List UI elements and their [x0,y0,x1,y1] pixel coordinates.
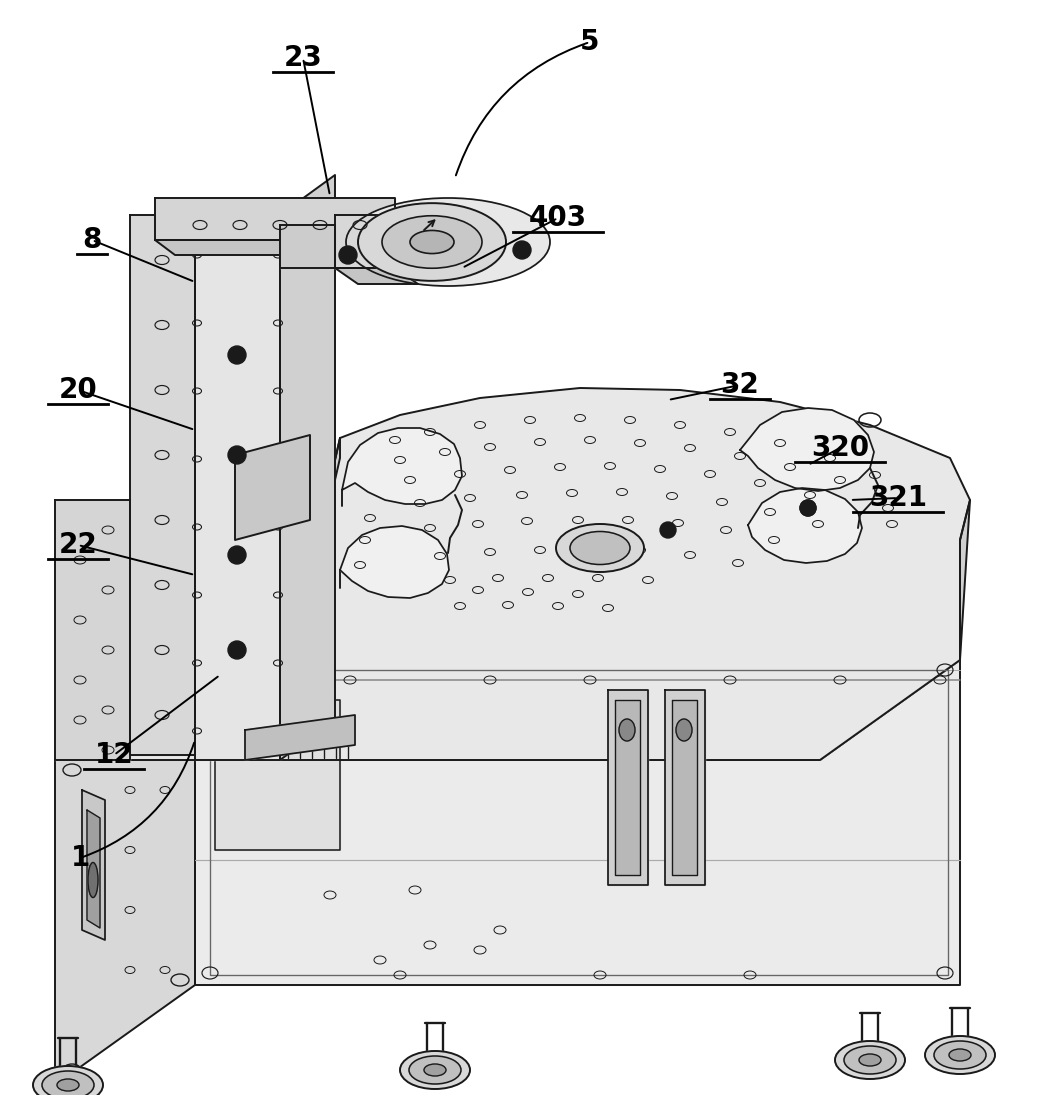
Polygon shape [155,240,414,255]
Polygon shape [235,435,310,540]
Text: 32: 32 [721,371,760,399]
Polygon shape [215,700,340,850]
Polygon shape [672,700,697,875]
Polygon shape [245,715,355,760]
Polygon shape [82,789,105,940]
Polygon shape [335,215,394,268]
Ellipse shape [358,204,506,280]
Circle shape [228,546,246,564]
Polygon shape [55,500,130,760]
Polygon shape [960,500,970,660]
Circle shape [800,500,816,516]
Ellipse shape [676,719,692,741]
Polygon shape [340,526,449,598]
Ellipse shape [949,1049,971,1061]
Text: 23: 23 [284,44,322,72]
Ellipse shape [844,1046,896,1074]
Ellipse shape [33,1067,103,1095]
Ellipse shape [934,1041,986,1069]
Ellipse shape [835,1041,905,1079]
Polygon shape [608,690,648,885]
Circle shape [339,246,357,264]
Ellipse shape [382,216,482,268]
Polygon shape [615,700,640,875]
Polygon shape [55,660,960,760]
Polygon shape [195,215,280,760]
Circle shape [228,346,246,364]
Ellipse shape [410,230,454,254]
Polygon shape [740,408,874,491]
Circle shape [228,446,246,464]
Ellipse shape [557,525,644,572]
Ellipse shape [346,198,550,286]
Polygon shape [55,388,970,760]
Ellipse shape [42,1071,94,1095]
Text: 1: 1 [70,844,89,872]
Polygon shape [87,810,100,927]
Polygon shape [130,215,195,754]
Polygon shape [748,488,862,563]
Ellipse shape [424,1064,446,1076]
Polygon shape [280,224,335,268]
Text: 320: 320 [811,434,869,462]
Text: 12: 12 [95,741,134,769]
Text: 20: 20 [59,376,98,404]
Text: 5: 5 [581,28,600,56]
Ellipse shape [88,863,98,898]
Ellipse shape [859,1054,881,1067]
Text: 22: 22 [59,531,98,560]
Polygon shape [55,660,195,1085]
Text: 321: 321 [869,484,927,512]
Ellipse shape [409,1056,461,1084]
Polygon shape [342,428,462,504]
Ellipse shape [57,1079,79,1091]
Ellipse shape [925,1036,995,1074]
Polygon shape [335,268,418,284]
Circle shape [660,522,676,538]
Polygon shape [195,438,340,678]
Ellipse shape [619,719,635,741]
Ellipse shape [570,531,630,565]
Circle shape [513,241,531,260]
Circle shape [228,641,246,659]
Text: 403: 403 [529,204,587,232]
Ellipse shape [400,1051,470,1090]
Polygon shape [195,660,960,986]
Polygon shape [280,175,335,760]
Polygon shape [665,690,705,885]
Circle shape [800,500,816,516]
Polygon shape [155,198,394,240]
Text: 8: 8 [82,226,102,254]
